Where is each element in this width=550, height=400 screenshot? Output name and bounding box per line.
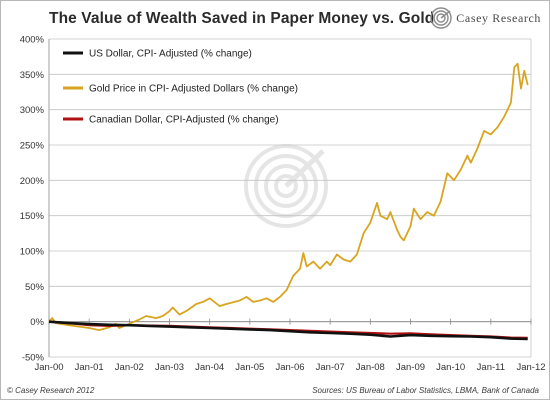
x-tick-label: Jan-05 bbox=[235, 362, 264, 373]
x-tick-label: Jan-03 bbox=[155, 362, 184, 373]
series-line-gold bbox=[48, 62, 529, 331]
copyright-text: © Casey Research 2012 bbox=[7, 386, 95, 395]
y-tick-label: 250% bbox=[20, 141, 45, 152]
x-tick-label: Jan-11 bbox=[477, 362, 505, 373]
x-tick-label: Jan-10 bbox=[436, 362, 465, 373]
watermark-swirl-icon bbox=[244, 144, 328, 228]
casey-research-swirl-logo-icon bbox=[430, 7, 452, 29]
x-tick-label: Jan-12 bbox=[516, 362, 545, 373]
legend-label: Canadian Dollar, CPI-Adjusted (% change) bbox=[89, 115, 279, 126]
y-tick-label: -50% bbox=[22, 353, 45, 364]
y-tick-label: 400% bbox=[20, 35, 45, 46]
x-tick-label: Jan-06 bbox=[275, 362, 304, 373]
sources-text: Sources: US Bureau of Labor Statistics, … bbox=[312, 386, 539, 395]
y-tick-label: 150% bbox=[20, 211, 45, 222]
legend-label: Gold Price in CPI- Adjusted Dollars (% c… bbox=[89, 84, 298, 95]
x-tick-label: Jan-02 bbox=[115, 362, 144, 373]
x-tick-label: Jan-00 bbox=[34, 362, 63, 373]
y-tick-label: 50% bbox=[25, 282, 45, 293]
legend-label: US Dollar, CPI- Adjusted (% change) bbox=[89, 49, 252, 60]
x-tick-label: Jan-04 bbox=[195, 362, 224, 373]
brand-name: Casey Research bbox=[456, 10, 541, 25]
y-tick-label: 200% bbox=[20, 176, 45, 187]
y-tick-label: 100% bbox=[20, 247, 45, 258]
chart-title: The Value of Wealth Saved in Paper Money… bbox=[49, 10, 435, 27]
brand-logo: Casey Research bbox=[430, 7, 541, 29]
x-tick-label: Jan-08 bbox=[356, 362, 385, 373]
x-tick-label: Jan-09 bbox=[396, 362, 425, 373]
series-line-usd bbox=[48, 320, 528, 341]
x-tick-label: Jan-07 bbox=[316, 362, 345, 373]
y-tick-label: 300% bbox=[20, 105, 45, 116]
x-tick-label: Jan-01 bbox=[75, 362, 104, 373]
y-tick-label: 350% bbox=[20, 70, 45, 81]
y-tick-label: 0% bbox=[30, 317, 44, 328]
